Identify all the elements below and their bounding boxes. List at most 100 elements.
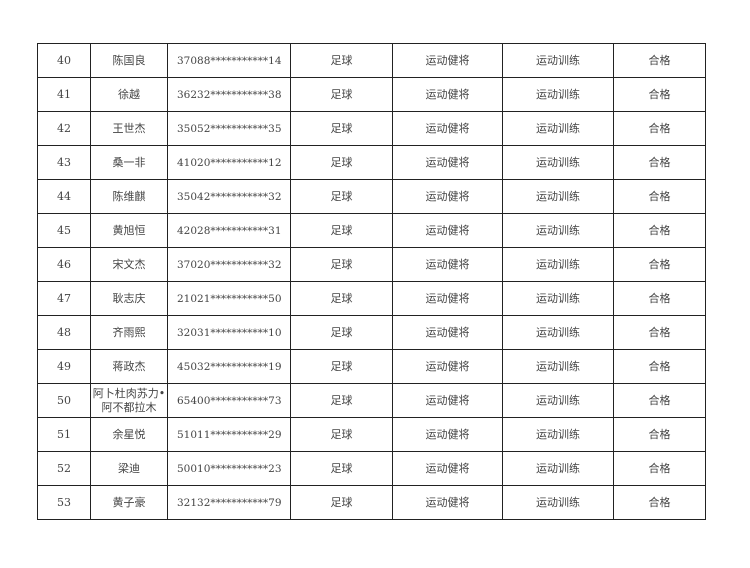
cell-sport: 足球 bbox=[290, 417, 393, 452]
cell-level: 运动健将 bbox=[392, 417, 503, 452]
cell-type: 运动训练 bbox=[502, 417, 614, 452]
cell-result: 合格 bbox=[613, 281, 706, 316]
table-row: 44 陈维麒 35042***********32 足球 运动健将 运动训练 合格 bbox=[37, 179, 706, 214]
cell-type: 运动训练 bbox=[502, 383, 614, 418]
cell-id: 21021***********50 bbox=[167, 281, 291, 316]
cell-name: 齐雨熙 bbox=[90, 315, 168, 350]
cell-sport: 足球 bbox=[290, 111, 393, 146]
cell-sport: 足球 bbox=[290, 451, 393, 486]
cell-sport: 足球 bbox=[290, 281, 393, 316]
cell-level: 运动健将 bbox=[392, 111, 503, 146]
cell-no: 43 bbox=[37, 145, 91, 180]
cell-level: 运动健将 bbox=[392, 247, 503, 282]
cell-name: 黄子豪 bbox=[90, 485, 168, 520]
cell-type: 运动训练 bbox=[502, 179, 614, 214]
cell-type: 运动训练 bbox=[502, 485, 614, 520]
cell-name: 宋文杰 bbox=[90, 247, 168, 282]
cell-sport: 足球 bbox=[290, 383, 393, 418]
table-row: 45 黄旭恒 42028***********31 足球 运动健将 运动训练 合格 bbox=[37, 213, 706, 248]
cell-no: 49 bbox=[37, 349, 91, 384]
table-row: 50 阿卜杜肉苏力•阿不都拉木 65400***********73 足球 运动健将 运动… bbox=[37, 383, 706, 418]
cell-level: 运动健将 bbox=[392, 485, 503, 520]
cell-type: 运动训练 bbox=[502, 213, 614, 248]
cell-level: 运动健将 bbox=[392, 451, 503, 486]
cell-name: 黄旭恒 bbox=[90, 213, 168, 248]
cell-no: 47 bbox=[37, 281, 91, 316]
cell-name: 阿卜杜肉苏力•阿不都拉木 bbox=[90, 383, 168, 418]
cell-level: 运动健将 bbox=[392, 43, 503, 78]
cell-result: 合格 bbox=[613, 417, 706, 452]
cell-no: 53 bbox=[37, 485, 91, 520]
cell-name: 徐越 bbox=[90, 77, 168, 112]
cell-no: 41 bbox=[37, 77, 91, 112]
cell-type: 运动训练 bbox=[502, 111, 614, 146]
cell-no: 52 bbox=[37, 451, 91, 486]
cell-result: 合格 bbox=[613, 247, 706, 282]
cell-name: 耿志庆 bbox=[90, 281, 168, 316]
cell-sport: 足球 bbox=[290, 145, 393, 180]
table-row: 46 宋文杰 37020***********32 足球 运动健将 运动训练 合格 bbox=[37, 247, 706, 282]
cell-sport: 足球 bbox=[290, 349, 393, 384]
cell-no: 44 bbox=[37, 179, 91, 214]
cell-name: 余星悦 bbox=[90, 417, 168, 452]
cell-id: 36232***********38 bbox=[167, 77, 291, 112]
cell-result: 合格 bbox=[613, 179, 706, 214]
table-row: 49 蒋政杰 45032***********19 足球 运动健将 运动训练 合格 bbox=[37, 349, 706, 384]
cell-level: 运动健将 bbox=[392, 281, 503, 316]
cell-sport: 足球 bbox=[290, 247, 393, 282]
cell-no: 48 bbox=[37, 315, 91, 350]
cell-level: 运动健将 bbox=[392, 77, 503, 112]
cell-type: 运动训练 bbox=[502, 349, 614, 384]
cell-no: 50 bbox=[37, 383, 91, 418]
cell-id: 45032***********19 bbox=[167, 349, 291, 384]
cell-sport: 足球 bbox=[290, 179, 393, 214]
cell-sport: 足球 bbox=[290, 315, 393, 350]
cell-type: 运动训练 bbox=[502, 281, 614, 316]
cell-name: 陈国良 bbox=[90, 43, 168, 78]
athlete-table: 40 陈国良 37088***********14 足球 运动健将 运动训练 合格 41 徐越 3… bbox=[37, 43, 706, 520]
cell-id: 50010***********23 bbox=[167, 451, 291, 486]
cell-id: 51011***********29 bbox=[167, 417, 291, 452]
cell-result: 合格 bbox=[613, 77, 706, 112]
cell-level: 运动健将 bbox=[392, 349, 503, 384]
cell-no: 40 bbox=[37, 43, 91, 78]
cell-level: 运动健将 bbox=[392, 315, 503, 350]
cell-name: 陈维麒 bbox=[90, 179, 168, 214]
cell-name: 梁迪 bbox=[90, 451, 168, 486]
cell-no: 42 bbox=[37, 111, 91, 146]
table-row: 53 黄子豪 32132***********79 足球 运动健将 运动训练 合格 bbox=[37, 485, 706, 520]
cell-type: 运动训练 bbox=[502, 145, 614, 180]
cell-type: 运动训练 bbox=[502, 451, 614, 486]
cell-id: 35042***********32 bbox=[167, 179, 291, 214]
cell-level: 运动健将 bbox=[392, 213, 503, 248]
cell-id: 32132***********79 bbox=[167, 485, 291, 520]
cell-id: 42028***********31 bbox=[167, 213, 291, 248]
cell-name: 王世杰 bbox=[90, 111, 168, 146]
table-row: 40 陈国良 37088***********14 足球 运动健将 运动训练 合格 bbox=[37, 43, 706, 78]
cell-id: 65400***********73 bbox=[167, 383, 291, 418]
cell-result: 合格 bbox=[613, 349, 706, 384]
table-row: 47 耿志庆 21021***********50 足球 运动健将 运动训练 合格 bbox=[37, 281, 706, 316]
cell-result: 合格 bbox=[613, 145, 706, 180]
cell-id: 41020***********12 bbox=[167, 145, 291, 180]
cell-result: 合格 bbox=[613, 315, 706, 350]
table-row: 52 梁迪 50010***********23 足球 运动健将 运动训练 合格 bbox=[37, 451, 706, 486]
cell-id: 37088***********14 bbox=[167, 43, 291, 78]
cell-sport: 足球 bbox=[290, 485, 393, 520]
cell-level: 运动健将 bbox=[392, 383, 503, 418]
table-row: 51 余星悦 51011***********29 足球 运动健将 运动训练 合格 bbox=[37, 417, 706, 452]
cell-result: 合格 bbox=[613, 451, 706, 486]
cell-no: 46 bbox=[37, 247, 91, 282]
cell-no: 51 bbox=[37, 417, 91, 452]
cell-sport: 足球 bbox=[290, 43, 393, 78]
cell-id: 32031***********10 bbox=[167, 315, 291, 350]
cell-level: 运动健将 bbox=[392, 145, 503, 180]
cell-result: 合格 bbox=[613, 485, 706, 520]
table-row: 41 徐越 36232***********38 足球 运动健将 运动训练 合格 bbox=[37, 77, 706, 112]
cell-id: 37020***********32 bbox=[167, 247, 291, 282]
cell-type: 运动训练 bbox=[502, 315, 614, 350]
cell-id: 35052***********35 bbox=[167, 111, 291, 146]
cell-name: 蒋政杰 bbox=[90, 349, 168, 384]
cell-result: 合格 bbox=[613, 43, 706, 78]
table-row: 48 齐雨熙 32031***********10 足球 运动健将 运动训练 合格 bbox=[37, 315, 706, 350]
